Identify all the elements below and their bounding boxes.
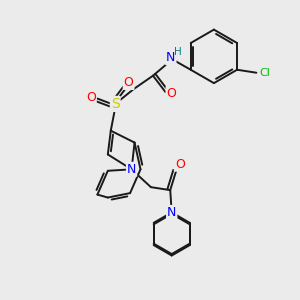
Text: O: O — [175, 158, 185, 171]
Text: O: O — [124, 76, 134, 89]
Text: O: O — [167, 87, 176, 100]
Text: H: H — [174, 47, 182, 57]
Text: N: N — [127, 163, 136, 176]
Text: Cl: Cl — [259, 68, 270, 78]
Text: O: O — [86, 91, 96, 103]
Text: N: N — [167, 206, 176, 219]
Text: N: N — [166, 51, 176, 64]
Text: S: S — [111, 97, 120, 111]
